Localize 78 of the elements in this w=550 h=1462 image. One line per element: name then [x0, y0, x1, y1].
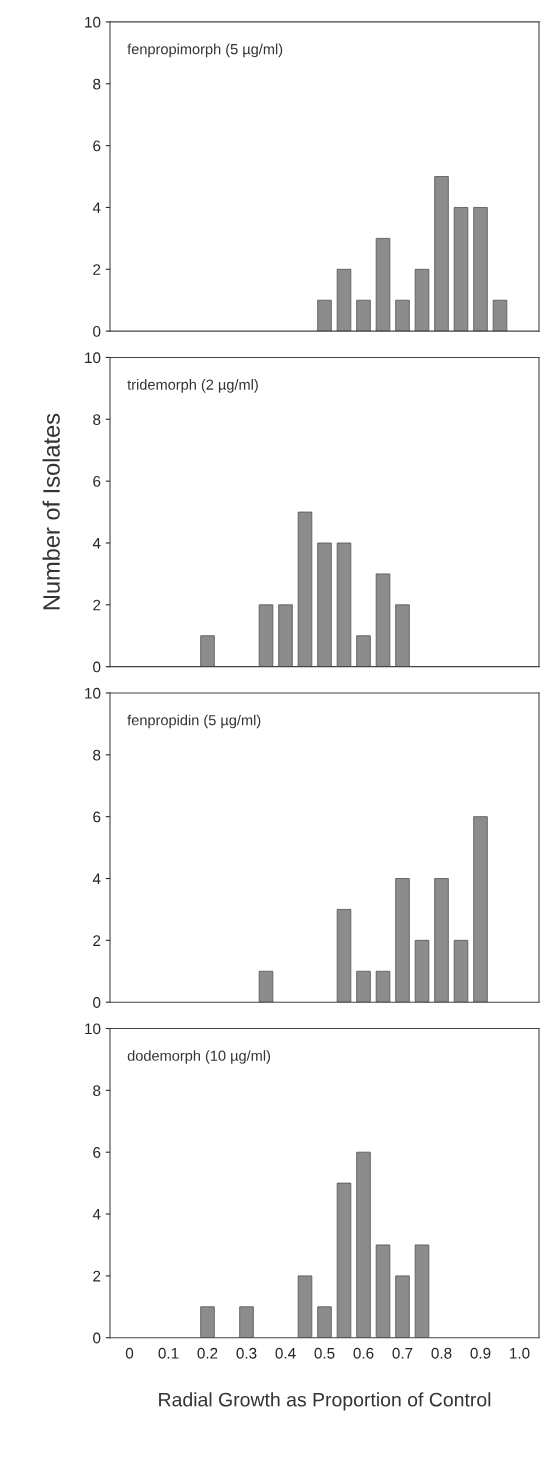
y-tick-label: 10 — [85, 352, 101, 364]
bar — [356, 1151, 371, 1338]
bar — [375, 970, 391, 1003]
y-tick-label: 6 — [93, 1147, 101, 1158]
bar — [473, 207, 488, 332]
y-tick-label: 4 — [92, 1209, 101, 1220]
y-axis-title: Number of Isolates — [42, 413, 60, 610]
bar — [453, 207, 469, 332]
text: dodemorph (10 µg/ml) — [127, 1050, 271, 1064]
bar — [356, 635, 371, 667]
bar — [375, 573, 391, 667]
bar — [453, 939, 469, 1003]
y-tick-label: 2 — [93, 264, 101, 275]
bar — [395, 604, 410, 667]
y-tick-label: 4 — [92, 873, 101, 885]
bar — [414, 939, 430, 1003]
x-axis-title: Radial Growth as Proportion of Control — [159, 1392, 491, 1411]
bar — [356, 970, 371, 1003]
x-tick-label: 0.1 — [158, 1347, 179, 1359]
bar — [434, 878, 449, 1003]
bar — [395, 299, 410, 332]
y-tick-label: 2 — [93, 1270, 101, 1282]
y-tick-label: 8 — [93, 78, 101, 90]
bar — [434, 176, 449, 332]
bar — [414, 1244, 430, 1338]
x-tick-label: 0.9 — [470, 1347, 491, 1359]
y-tick-label: 10 — [85, 687, 101, 699]
y-tick-label: 8 — [93, 414, 101, 425]
bar — [278, 604, 293, 667]
y-tick-label: 4 — [92, 538, 101, 549]
text: tridemorph (2 µg/ml) — [127, 379, 258, 393]
x-tick-label: 0.8 — [431, 1347, 452, 1359]
y-tick-label: 0 — [93, 326, 101, 337]
x-tick-label: 0.4 — [275, 1347, 296, 1359]
text: fenpropimorph (5 µg/ml) — [127, 43, 283, 58]
x-tick-label: 0.5 — [314, 1347, 335, 1359]
bar — [317, 1306, 332, 1338]
y-tick-label: 6 — [93, 476, 101, 487]
y-tick-label: 4 — [92, 202, 101, 213]
bar — [239, 1306, 254, 1338]
bar — [336, 542, 352, 667]
y-tick-label: 6 — [93, 140, 101, 152]
bar — [200, 1306, 215, 1338]
y-tick-label: 8 — [93, 1085, 101, 1097]
x-tick-label: 0.2 — [197, 1347, 218, 1359]
bar — [317, 542, 332, 667]
text: fenpropidin (5 µg/ml) — [127, 714, 261, 729]
y-tick-label: 0 — [93, 1332, 101, 1344]
bar — [297, 1275, 313, 1338]
bar — [258, 604, 274, 667]
bar — [395, 1275, 410, 1338]
bar — [200, 635, 215, 667]
bar — [492, 299, 508, 332]
y-tick-label: 2 — [93, 935, 101, 946]
x-tick-label: 1.0 — [510, 1347, 530, 1359]
y-tick-label: 6 — [93, 811, 101, 823]
x-tick-label: 0.3 — [236, 1347, 257, 1359]
bar — [336, 268, 352, 332]
y-tick-label: 2 — [93, 599, 101, 611]
bar — [356, 299, 371, 332]
y-tick-label: 8 — [93, 749, 101, 761]
y-tick-label: 0 — [93, 997, 101, 1008]
bar — [414, 268, 430, 332]
x-tick-label: 0.7 — [392, 1347, 413, 1359]
x-tick-label: 0 — [125, 1347, 134, 1359]
bar — [297, 511, 313, 667]
bar — [258, 970, 274, 1003]
bar — [336, 1182, 352, 1338]
bar — [317, 299, 332, 332]
x-tick-label: 0.6 — [353, 1347, 374, 1359]
y-tick-label: 10 — [85, 16, 101, 28]
bar — [395, 878, 410, 1003]
bar — [375, 237, 391, 332]
y-tick-label: 10 — [85, 1023, 101, 1035]
bar — [473, 816, 488, 1003]
bar — [336, 909, 352, 1003]
bar — [375, 1244, 391, 1338]
y-tick-label: 0 — [93, 661, 101, 673]
